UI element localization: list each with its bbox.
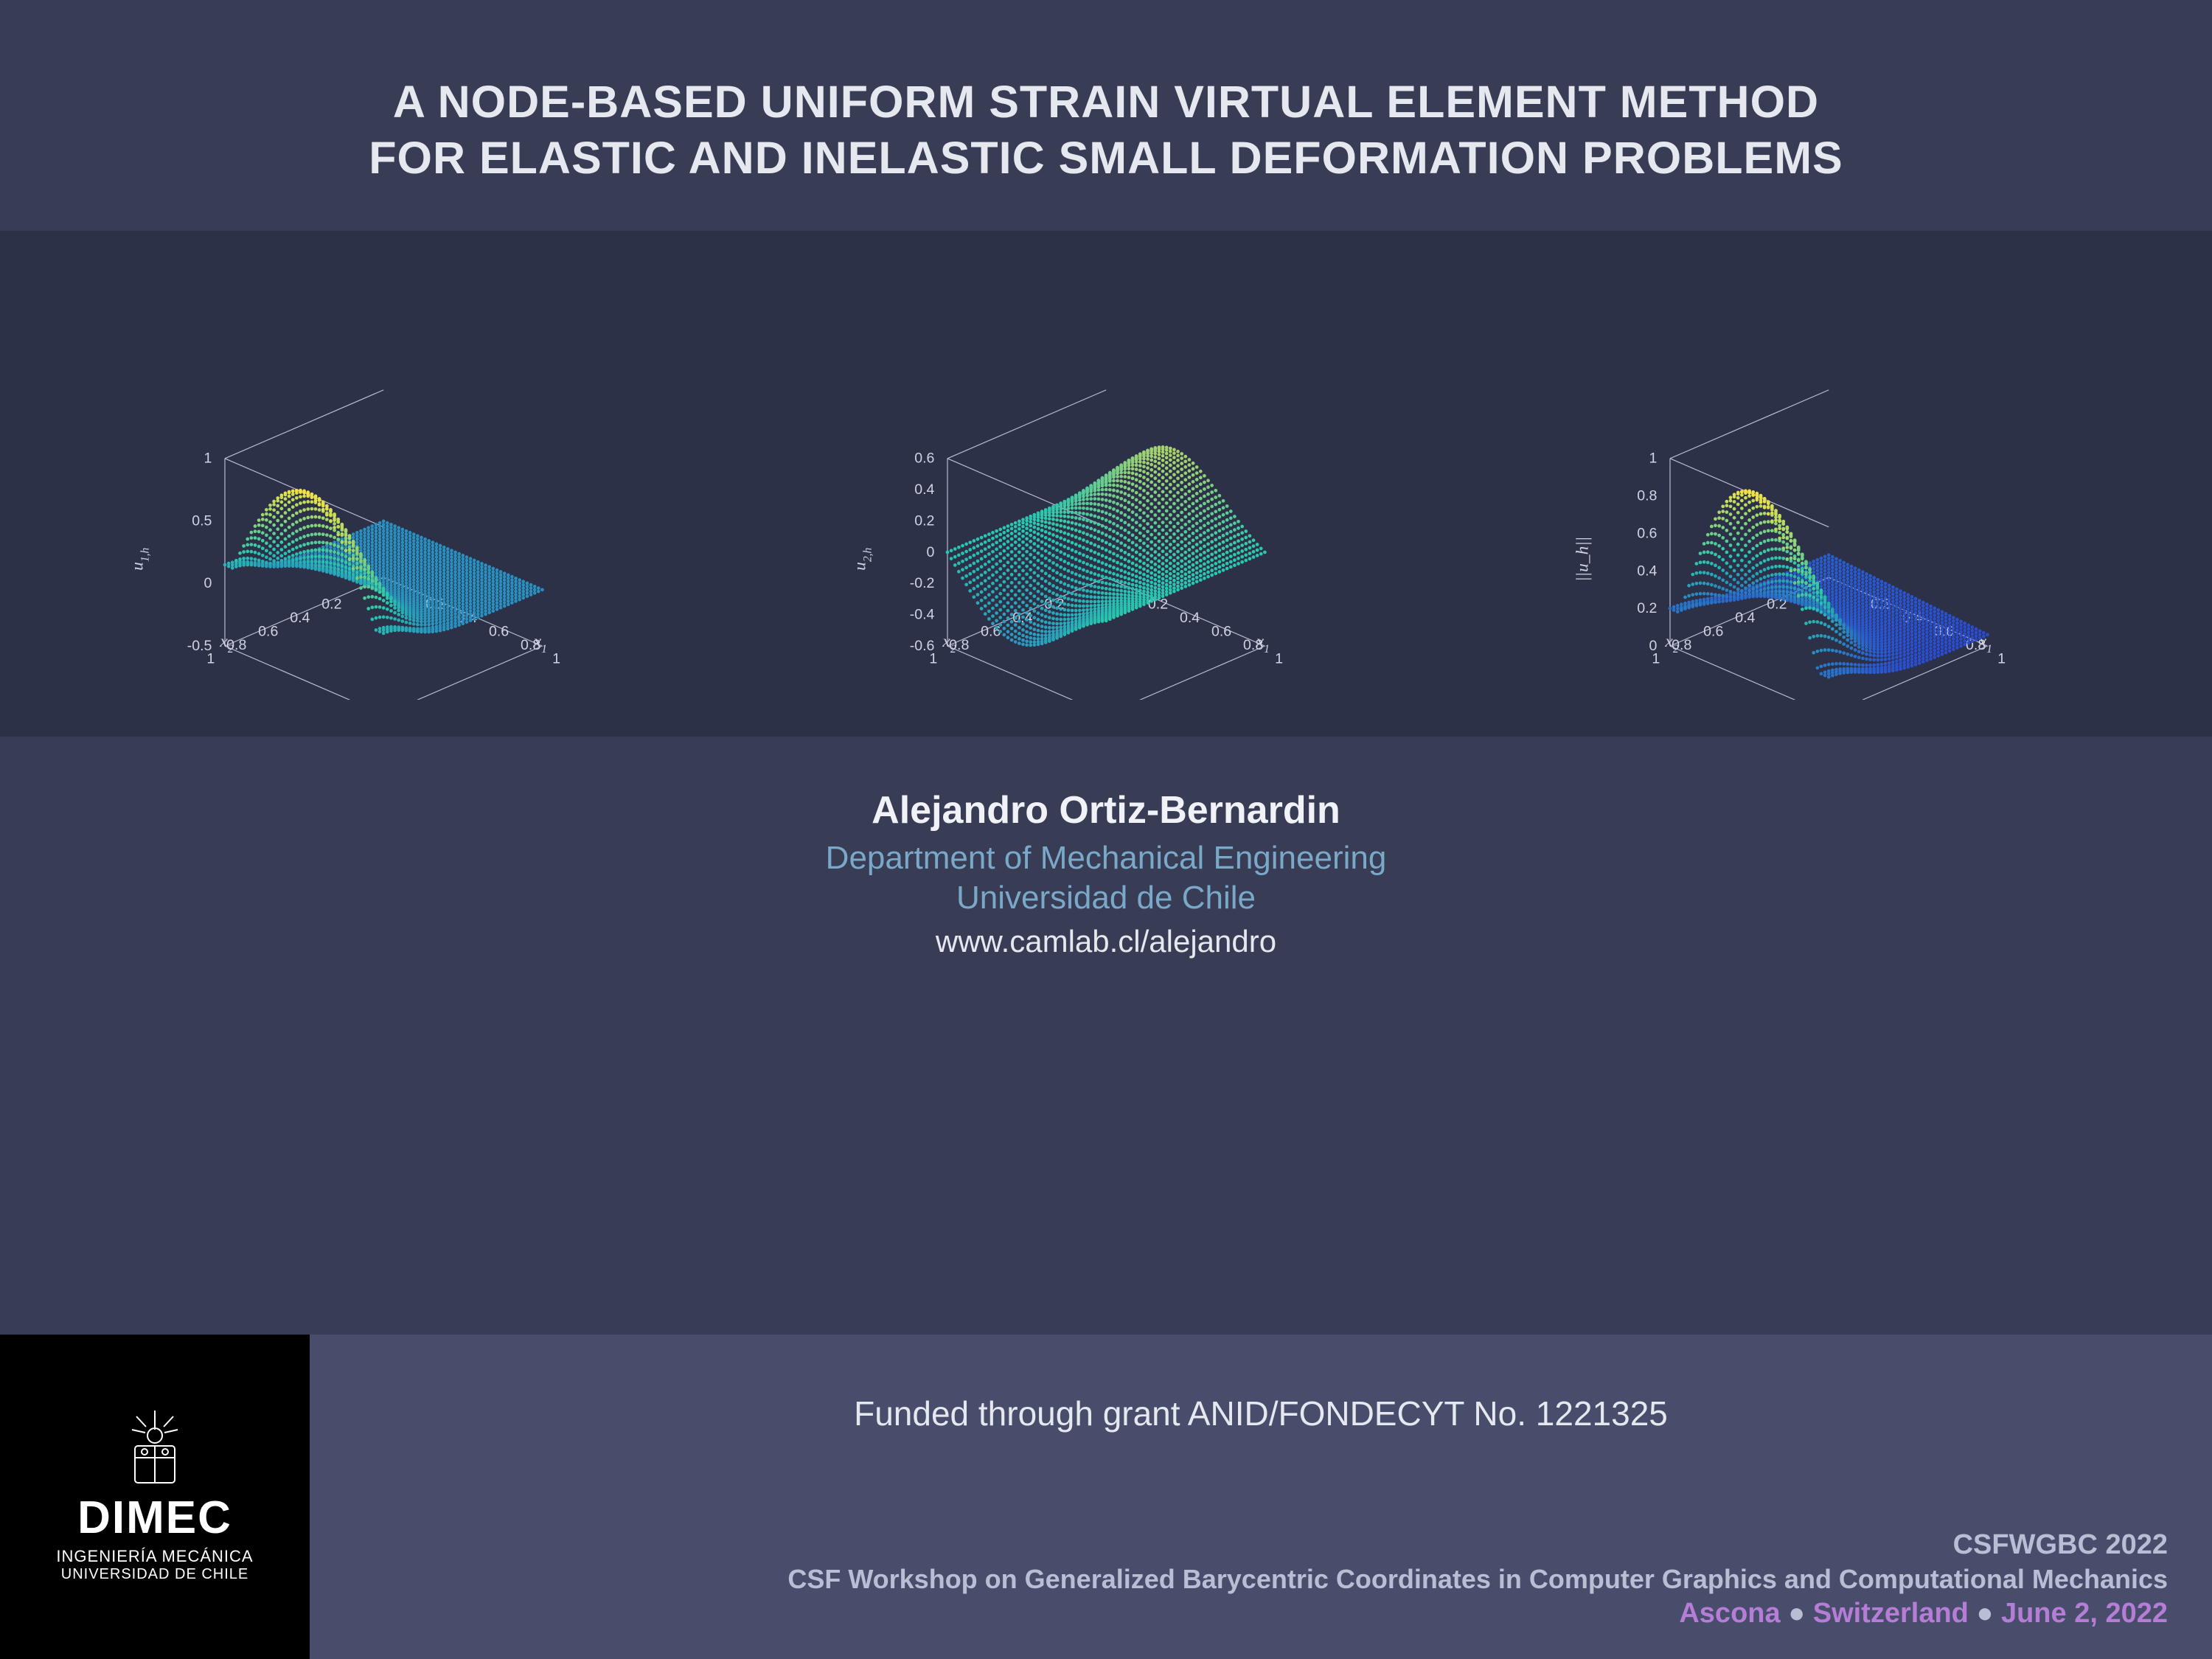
logo-sub2: UNIVERSIDAD DE CHILE	[61, 1566, 249, 1583]
separator-dot-icon: ●	[1788, 1598, 1813, 1629]
conference-block: CSFWGBC 2022 CSF Workshop on Generalized…	[787, 1529, 2168, 1630]
funding-text: Funded through grant ANID/FONDECYT No. 1…	[354, 1394, 2168, 1433]
svg-text:1: 1	[1652, 650, 1660, 667]
conference-date: June 2, 2022	[2001, 1598, 2168, 1629]
svg-text:0.5: 0.5	[192, 512, 212, 529]
title-line-2: FOR ELASTIC AND INELASTIC SMALL DEFORMAT…	[88, 130, 2124, 186]
conference-location: Ascona ● Switzerland ● June 2, 2022	[787, 1598, 2168, 1630]
chart-u2h: -0.6-0.4-0.200.20.40.60.20.40.60.810.20.…	[782, 253, 1430, 700]
svg-text:0.6: 0.6	[1703, 623, 1723, 639]
svg-text:1: 1	[206, 650, 215, 667]
svg-text:0.4: 0.4	[1180, 609, 1200, 625]
svg-text:0.6: 0.6	[981, 623, 1001, 639]
svg-text:1: 1	[1649, 450, 1657, 466]
svg-text:0.8: 0.8	[1637, 487, 1657, 504]
svg-text:0: 0	[204, 575, 212, 591]
svg-text:0.6: 0.6	[914, 450, 934, 466]
author-name: Alejandro Ortiz-Bernardin	[0, 788, 2212, 832]
logo-box: DIMEC INGENIERÍA MECÁNICA UNIVERSIDAD DE…	[0, 1335, 310, 1659]
title-line-1: A NODE-BASED UNIFORM STRAIN VIRTUAL ELEM…	[88, 74, 2124, 130]
footer-band: DIMEC INGENIERÍA MECÁNICA UNIVERSIDAD DE…	[0, 1335, 2212, 1659]
svg-text:1: 1	[1997, 650, 2006, 667]
svg-text:0.6: 0.6	[1637, 525, 1657, 541]
title-block: A NODE-BASED UNIFORM STRAIN VIRTUAL ELEM…	[0, 0, 2212, 231]
author-dept: Department of Mechanical Engineering	[0, 840, 2212, 877]
svg-text:0.4: 0.4	[1637, 563, 1657, 579]
svg-text:0.2: 0.2	[1637, 600, 1657, 616]
charts-band: -0.500.510.20.40.60.810.20.40.60.81x1x2u…	[0, 231, 2212, 737]
svg-text:0.6: 0.6	[258, 623, 278, 639]
logo-sub1: INGENIERÍA MECÁNICA	[56, 1547, 253, 1566]
svg-text:-0.4: -0.4	[909, 606, 934, 622]
chart-norm-uh: 00.20.40.60.810.20.40.60.810.20.40.60.81…	[1504, 253, 2153, 700]
conference-country: Switzerland	[1813, 1598, 1969, 1629]
svg-text:-0.2: -0.2	[909, 575, 934, 591]
conference-city: Ascona	[1679, 1598, 1780, 1629]
svg-text:0.6: 0.6	[489, 623, 509, 639]
svg-text:0: 0	[926, 543, 934, 560]
chart-u1h: -0.500.510.20.40.60.810.20.40.60.81x1x2u…	[59, 253, 708, 700]
conference-long: CSF Workshop on Generalized Barycentric …	[787, 1564, 2168, 1595]
author-univ: Universidad de Chile	[0, 880, 2212, 917]
svg-text:0.4: 0.4	[1735, 609, 1755, 625]
author-block: Alejandro Ortiz-Bernardin Department of …	[0, 737, 2212, 1004]
svg-text:0.6: 0.6	[1211, 623, 1231, 639]
svg-text:1: 1	[552, 650, 560, 667]
footer-right: Funded through grant ANID/FONDECYT No. 1…	[310, 1335, 2212, 1659]
svg-text:1: 1	[929, 650, 937, 667]
chart-panel-2: -0.6-0.4-0.200.20.40.60.20.40.60.810.20.…	[782, 253, 1430, 700]
svg-text:u2,h: u2,h	[850, 547, 874, 570]
svg-text:1: 1	[204, 450, 212, 466]
svg-text:1: 1	[1275, 650, 1283, 667]
svg-text:0.4: 0.4	[914, 481, 934, 498]
logo-word: DIMEC	[77, 1492, 232, 1544]
author-url: www.camlab.cl/alejandro	[0, 924, 2212, 959]
chart-panel-3: 00.20.40.60.810.20.40.60.810.20.40.60.81…	[1504, 253, 2153, 700]
svg-text:0.2: 0.2	[914, 512, 934, 529]
chart-panel-1: -0.500.510.20.40.60.810.20.40.60.81x1x2u…	[59, 253, 708, 700]
svg-text:u1,h: u1,h	[128, 547, 151, 570]
conference-short: CSFWGBC 2022	[787, 1529, 2168, 1561]
separator-dot-icon: ●	[1976, 1598, 2001, 1629]
svg-text:||u_h||: ||u_h||	[1573, 536, 1592, 581]
uchile-emblem-icon	[122, 1411, 188, 1492]
svg-text:0.2: 0.2	[321, 596, 341, 612]
svg-text:0.4: 0.4	[290, 609, 310, 625]
